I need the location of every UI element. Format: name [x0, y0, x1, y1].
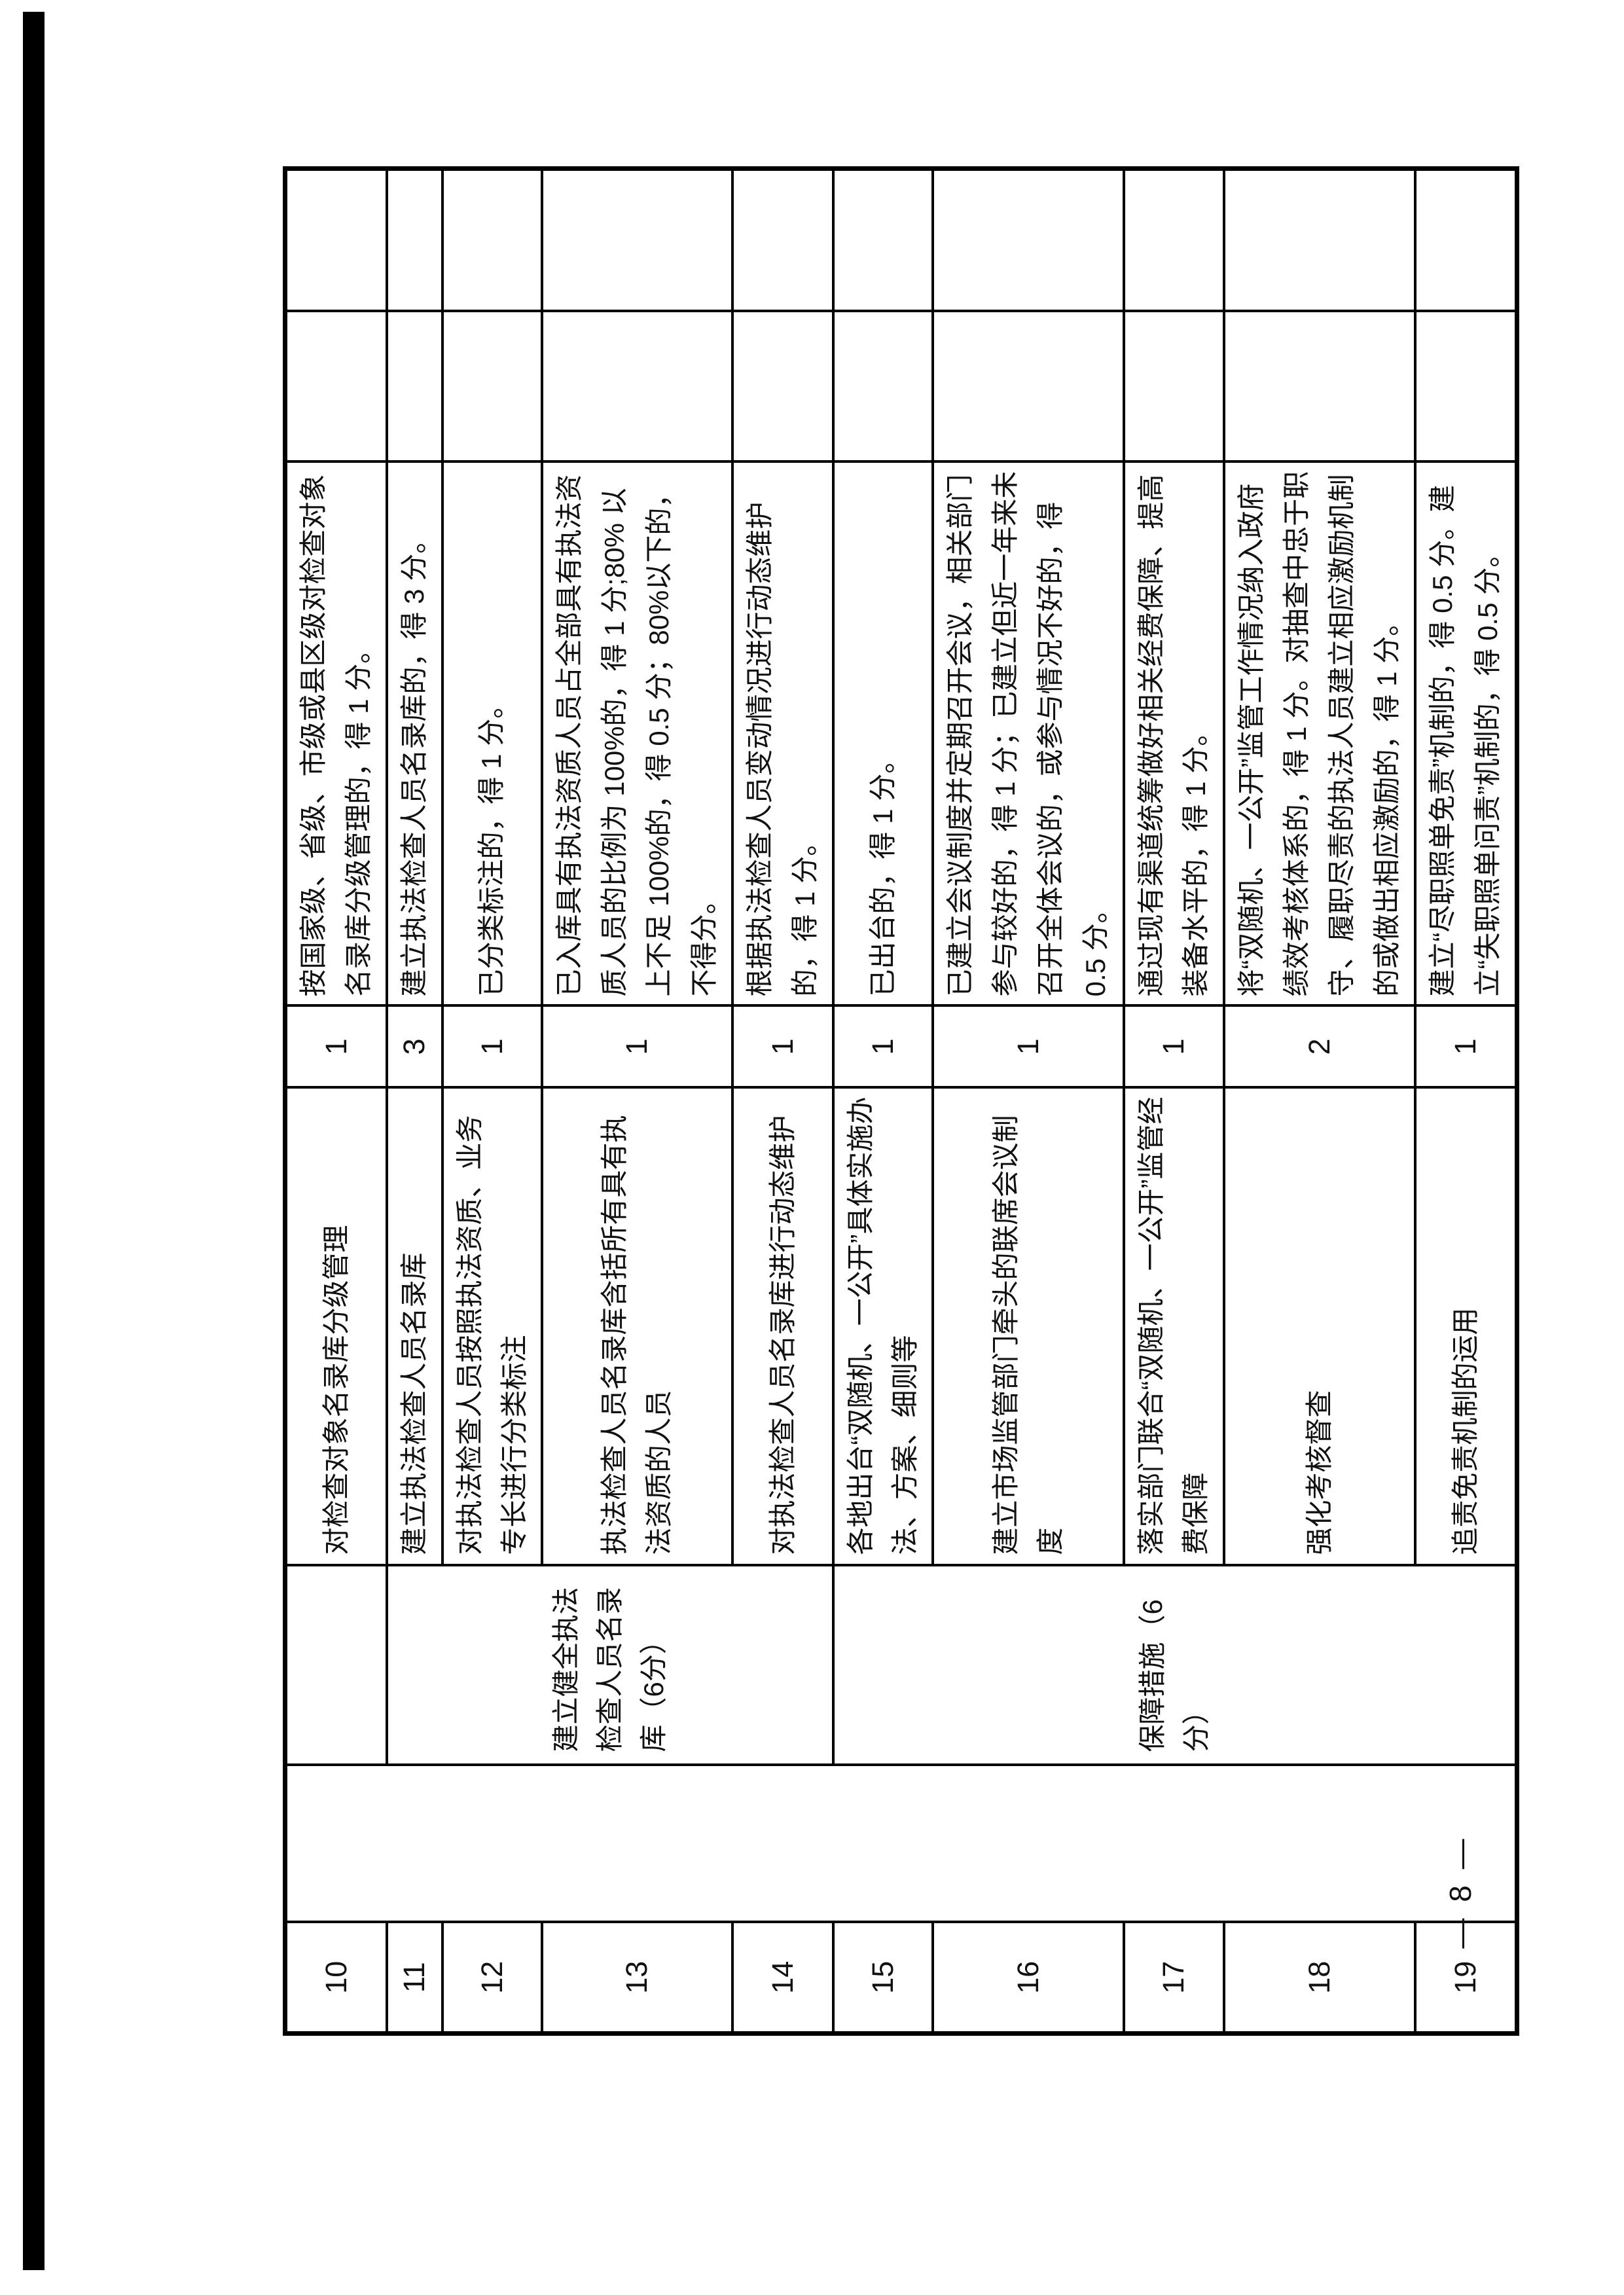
remark-cell-empty	[541, 168, 733, 312]
score-cell-empty	[442, 311, 542, 462]
standard-cell: 已出台的，得 1 分。	[833, 461, 933, 1006]
standard-cell: 已分类标注的，得 1 分。	[442, 461, 542, 1006]
remark-cell-empty	[1123, 168, 1225, 312]
standard-cell: 将“双随机、一公开”监管工作情况纳入政府绩效考核体系的，得 1 分。对抽查中忠于…	[1224, 461, 1415, 1006]
criteria-cell: 强化考核督查	[1224, 1087, 1415, 1566]
remark-cell-empty	[386, 168, 442, 312]
page-number: — 8 —	[1443, 1835, 1477, 1949]
score-cell-empty	[933, 311, 1124, 462]
criteria-cell: 执法检查人员名录库含括所有具有执法资质的人员	[541, 1087, 733, 1566]
row-number: 10	[285, 1922, 387, 2034]
standard-cell: 已建立会议制度并定期召开会议，相关部门参与较好的，得 1 分；已建立但近一年来未…	[933, 461, 1124, 1006]
row-number: 18	[1224, 1922, 1415, 2034]
row-number: 16	[933, 1922, 1124, 2034]
points-cell: 1	[1123, 1005, 1225, 1088]
standard-cell: 建立“尽职照单免责”机制的，得 0.5 分。建立“失职照单问责”机制的，得 0.…	[1415, 461, 1517, 1006]
row-number: 12	[442, 1922, 542, 2034]
category-cell: 保障措施（6分）	[833, 1565, 1517, 1765]
remark-cell-empty	[442, 168, 542, 312]
points-cell: 1	[1415, 1005, 1517, 1088]
assessment-table: 10 对检查对象名录库分级管理 1 按国家级、省级、市级或县区级对检查对象名录库…	[283, 166, 1519, 2036]
score-cell-empty	[541, 311, 733, 462]
score-cell-empty	[1415, 311, 1517, 462]
criteria-cell: 建立执法检查人员名录库	[386, 1087, 442, 1566]
row-number: 15	[833, 1922, 933, 2034]
row-number: 14	[732, 1922, 833, 2034]
assessment-table-rotated: 10 对检查对象名录库分级管理 1 按国家级、省级、市级或县区级对检查对象名录库…	[283, 166, 1519, 2036]
remark-cell-empty	[833, 168, 933, 312]
remark-cell-empty	[1415, 168, 1517, 312]
criteria-cell: 建立市场监管部门牵头的联席会议制度	[933, 1087, 1124, 1566]
table-row: 15 保障措施（6分） 各地出台“双随机、一公开”具体实施办法、方案、细则等 1…	[833, 168, 1517, 2034]
category-cell-empty	[285, 1565, 387, 1765]
points-cell: 1	[833, 1005, 933, 1088]
row-number: 11	[386, 1922, 442, 2034]
category-cell: 建立健全执法检查人员名录库（6分）	[386, 1565, 833, 1765]
remark-cell-empty	[732, 168, 833, 312]
criteria-cell: 各地出台“双随机、一公开”具体实施办法、方案、细则等	[833, 1087, 933, 1566]
criteria-cell: 对检查对象名录库分级管理	[285, 1087, 387, 1566]
criteria-cell: 落实部门联合“双随机、一公开”监管经费保障	[1123, 1087, 1225, 1566]
score-cell-empty	[732, 311, 833, 462]
points-cell: 3	[386, 1005, 442, 1088]
criteria-cell: 对执法检查人员按照执法资质、业务专长进行分类标注	[442, 1087, 542, 1566]
standard-cell: 建立执法检查人员名录库的，得 3 分。	[386, 461, 442, 1006]
row-number: 13	[541, 1922, 733, 2034]
remark-cell-empty	[933, 168, 1124, 312]
score-cell-empty	[1224, 311, 1415, 462]
points-cell: 1	[442, 1005, 542, 1088]
score-cell-empty	[1123, 311, 1225, 462]
remark-cell-empty	[285, 168, 387, 312]
points-cell: 1	[732, 1005, 833, 1088]
criteria-cell: 对执法检查人员名录库进行动态维护	[732, 1087, 833, 1566]
standard-cell: 通过现有渠道统筹做好相关经费保障、提高装备水平的，得 1 分。	[1123, 461, 1225, 1006]
score-cell-empty	[833, 311, 933, 462]
rotated-table-area: 10 对检查对象名录库分级管理 1 按国家级、省级、市级或县区级对检查对象名录库…	[283, 166, 1519, 2036]
criteria-cell: 追责免责机制的运用	[1415, 1087, 1517, 1566]
points-cell: 1	[285, 1005, 387, 1088]
standard-cell: 根据执法检查人员变动情况进行动态维护的，得 1 分。	[732, 461, 833, 1006]
table-row: 10 对检查对象名录库分级管理 1 按国家级、省级、市级或县区级对检查对象名录库…	[285, 168, 1517, 2034]
points-cell: 1	[541, 1005, 733, 1088]
standard-cell: 已入库具有执法资质人员占全部具有执法资质人员的比例为 100%的，得 1 分;8…	[541, 461, 733, 1006]
row-number: 17	[1123, 1922, 1225, 2034]
remark-cell-empty	[1224, 168, 1415, 312]
points-cell: 1	[933, 1005, 1124, 1088]
standard-cell: 按国家级、省级、市级或县区级对检查对象名录库分级管理的，得 1 分。	[285, 461, 387, 1006]
table-row: 11 建立健全执法检查人员名录库（6分） 建立执法检查人员名录库 3 建立执法检…	[386, 168, 833, 2034]
major-category-cell-empty	[285, 1765, 1517, 1923]
score-cell-empty	[285, 311, 387, 462]
points-cell: 2	[1224, 1005, 1415, 1088]
score-cell-empty	[386, 311, 442, 462]
scan-artifact-bar	[23, 12, 45, 2270]
